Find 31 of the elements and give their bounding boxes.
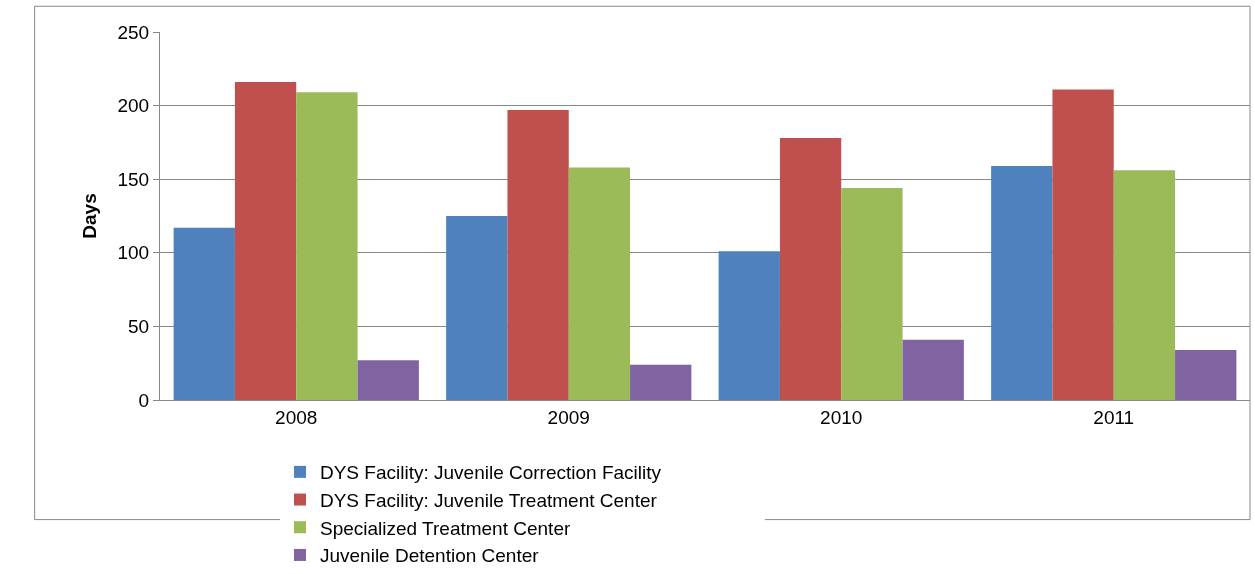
y-tick-label: 50 [128,316,150,338]
bar [991,165,1053,400]
y-tick-label: 0 [138,389,150,411]
y-tick-label: 200 [117,95,150,117]
bar [841,188,903,400]
bar [296,92,358,400]
legend-label: Specialized Treatment Center [319,517,571,539]
bar [902,339,964,400]
bar [718,251,780,400]
bar [1113,170,1176,400]
x-tick-label: 2008 [275,406,318,428]
bar [173,227,235,400]
y-tick-label: 150 [117,168,150,190]
bar [1052,89,1114,400]
bar [357,360,419,400]
bar [779,137,842,400]
bar [630,364,692,400]
y-tick-label: 250 [117,21,150,43]
x-tick-label: 2011 [1093,406,1135,428]
bar [507,110,569,400]
legend-label: DYS Facility: Juvenile Treatment Center [319,489,658,511]
bar [234,82,297,400]
legend-label: Juvenile Detention Center [319,545,540,567]
bar [1175,349,1237,400]
bar [568,167,631,400]
x-tick-label: 2009 [547,406,590,428]
x-tick-label: 2010 [820,406,863,428]
bar [446,216,508,400]
legend-label: DYS Facility: Juvenile Correction Facility [319,462,662,484]
y-tick-label: 100 [117,242,150,264]
y-axis-title: Days [79,193,101,239]
